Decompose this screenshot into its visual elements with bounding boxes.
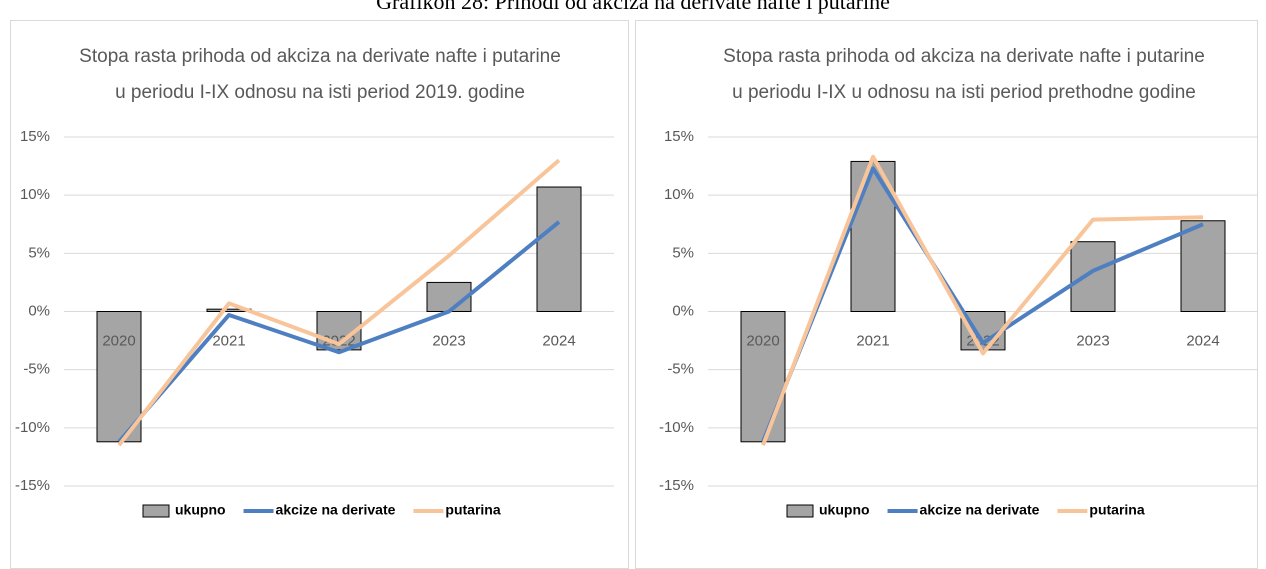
y-tick-label: -15% xyxy=(15,477,50,494)
line-series xyxy=(761,154,1204,446)
legend-label: putarina xyxy=(445,502,500,518)
chart-title: u periodu I-IX odnosu na isti period 201… xyxy=(115,82,525,103)
bar xyxy=(96,311,142,443)
y-tick-label: -10% xyxy=(15,419,50,436)
y-tick-label: 5% xyxy=(672,244,694,261)
legend-label: ukupno xyxy=(175,502,226,518)
y-tick-label: 15% xyxy=(664,128,694,145)
line-series xyxy=(117,220,561,444)
bar xyxy=(1070,241,1116,312)
y-tick-label: -10% xyxy=(659,419,694,436)
x-tick-label: 2021 xyxy=(212,332,245,349)
bar xyxy=(740,311,786,443)
y-tick-label: 0% xyxy=(28,302,50,319)
y-tick-label: -5% xyxy=(23,361,50,378)
bar xyxy=(536,186,582,312)
chart-title: Stopa rasta prihoda od akciza na derivat… xyxy=(79,46,561,67)
y-tick-label: 10% xyxy=(20,186,50,203)
x-tick-label: 2023 xyxy=(1076,332,1109,349)
x-tick-label: 2024 xyxy=(542,332,575,349)
x-tick-label: 2021 xyxy=(856,332,889,349)
bar xyxy=(426,281,472,312)
x-tick-label: 2024 xyxy=(1186,332,1219,349)
page-title: Grafikon 28: Prihodi od akciza na deriva… xyxy=(376,0,890,14)
legend-swatch xyxy=(142,504,170,518)
legend-label: akcize na derivate xyxy=(920,502,1040,518)
y-tick-label: 10% xyxy=(664,186,694,203)
y-tick-label: 0% xyxy=(672,302,694,319)
y-tick-label: 5% xyxy=(28,244,50,261)
chart-title: Stopa rasta prihoda od akciza na derivat… xyxy=(723,46,1205,67)
bar xyxy=(1180,220,1226,312)
y-tick-label: -5% xyxy=(667,361,694,378)
x-tick-label: 2020 xyxy=(102,332,135,349)
y-tick-label: -15% xyxy=(659,477,694,494)
legend-label: akcize na derivate xyxy=(276,502,396,518)
line-series xyxy=(117,158,561,447)
line-series xyxy=(761,166,1204,443)
legend-label: ukupno xyxy=(819,502,870,518)
x-tick-label: 2023 xyxy=(432,332,465,349)
y-tick-label: 15% xyxy=(20,128,50,145)
legend-label: putarina xyxy=(1089,502,1144,518)
x-tick-label: 2020 xyxy=(746,332,779,349)
legend-swatch xyxy=(786,504,814,518)
chart-title: u periodu I-IX u odnosu na isti period p… xyxy=(732,82,1196,103)
